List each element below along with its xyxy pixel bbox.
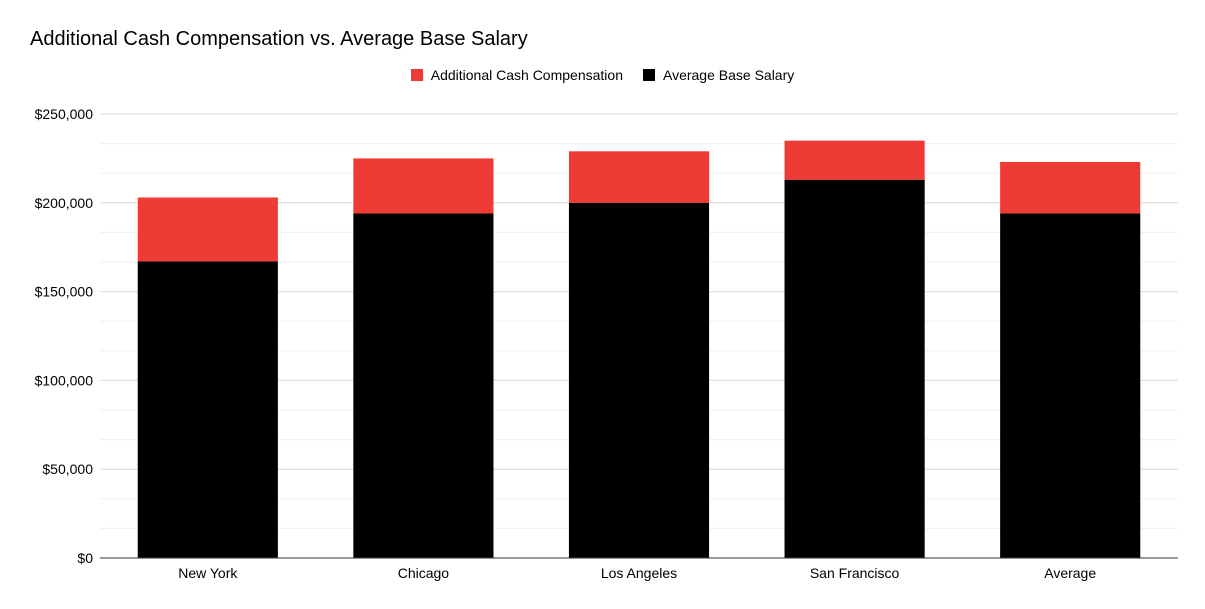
bar-base-salary[interactable] xyxy=(568,202,710,559)
bar-additional-cash[interactable] xyxy=(353,158,494,214)
bar-base-salary[interactable] xyxy=(1000,213,1141,558)
y-tick-label: $0 xyxy=(77,550,93,566)
x-tick-label: Chicago xyxy=(398,565,450,581)
x-tick-label: Los Angeles xyxy=(601,565,677,581)
bar-additional-cash[interactable] xyxy=(1000,161,1141,214)
y-tick-label: $200,000 xyxy=(35,195,94,211)
y-tick-label: $100,000 xyxy=(35,372,94,388)
x-tick-label: San Francisco xyxy=(810,565,900,581)
chart-legend: Additional Cash Compensation Average Bas… xyxy=(0,67,1205,83)
bar-additional-cash[interactable] xyxy=(568,151,710,203)
bar-additional-cash[interactable] xyxy=(137,197,278,262)
y-tick-label: $250,000 xyxy=(35,106,94,122)
legend-label-additional-cash: Additional Cash Compensation xyxy=(430,67,623,83)
bar-base-salary[interactable] xyxy=(353,213,494,558)
legend-item-additional-cash[interactable]: Additional Cash Compensation xyxy=(410,67,623,83)
x-tick-label: New York xyxy=(178,565,238,581)
legend-item-average-base-salary[interactable]: Average Base Salary xyxy=(642,67,795,83)
legend-swatch-average-base-salary xyxy=(642,69,655,81)
y-tick-label: $150,000 xyxy=(35,284,94,300)
bar-additional-cash[interactable] xyxy=(784,140,925,180)
bar-base-salary[interactable] xyxy=(137,261,278,558)
y-tick-label: $50,000 xyxy=(42,461,93,477)
chart-title: Additional Cash Compensation vs. Average… xyxy=(30,28,528,50)
legend-swatch-additional-cash xyxy=(410,69,423,81)
x-tick-label: Average xyxy=(1044,565,1096,581)
bar-base-salary[interactable] xyxy=(784,179,925,558)
legend-label-average-base-salary: Average Base Salary xyxy=(662,67,795,83)
